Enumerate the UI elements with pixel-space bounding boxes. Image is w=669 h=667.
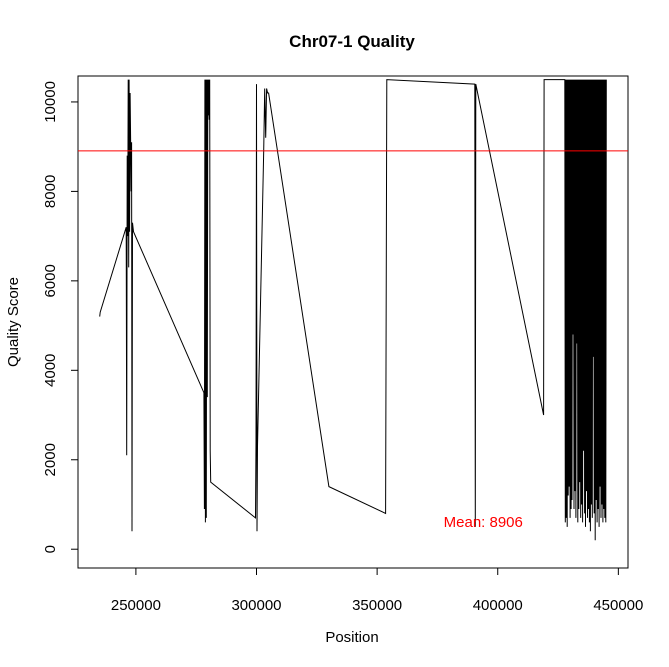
x-tick-label: 300000 xyxy=(231,597,281,614)
chart-title: Chr07-1 Quality xyxy=(289,32,415,51)
y-tick-label: 4000 xyxy=(42,354,59,387)
y-axis: 0 2000 4000 6000 8000 10000 xyxy=(42,81,79,553)
x-axis-label: Position xyxy=(325,629,378,646)
mean-annotation: Mean: 8906 xyxy=(444,514,523,531)
y-tick-label: 0 xyxy=(42,545,59,553)
y-tick-label: 8000 xyxy=(42,175,59,208)
x-tick-label: 400000 xyxy=(473,597,523,614)
y-tick-label: 2000 xyxy=(42,443,59,476)
x-tick-label: 250000 xyxy=(111,597,161,614)
x-tick-label: 350000 xyxy=(352,597,402,614)
x-tick-label: 450000 xyxy=(593,597,643,614)
x-axis: 250000 300000 350000 400000 450000 xyxy=(111,567,643,614)
y-axis-label: Quality Score xyxy=(5,277,22,367)
plot-area xyxy=(99,79,607,541)
plot-frame xyxy=(77,75,629,569)
y-tick-label: 10000 xyxy=(42,81,59,123)
series-line xyxy=(99,79,607,541)
y-tick-label: 6000 xyxy=(42,264,59,297)
